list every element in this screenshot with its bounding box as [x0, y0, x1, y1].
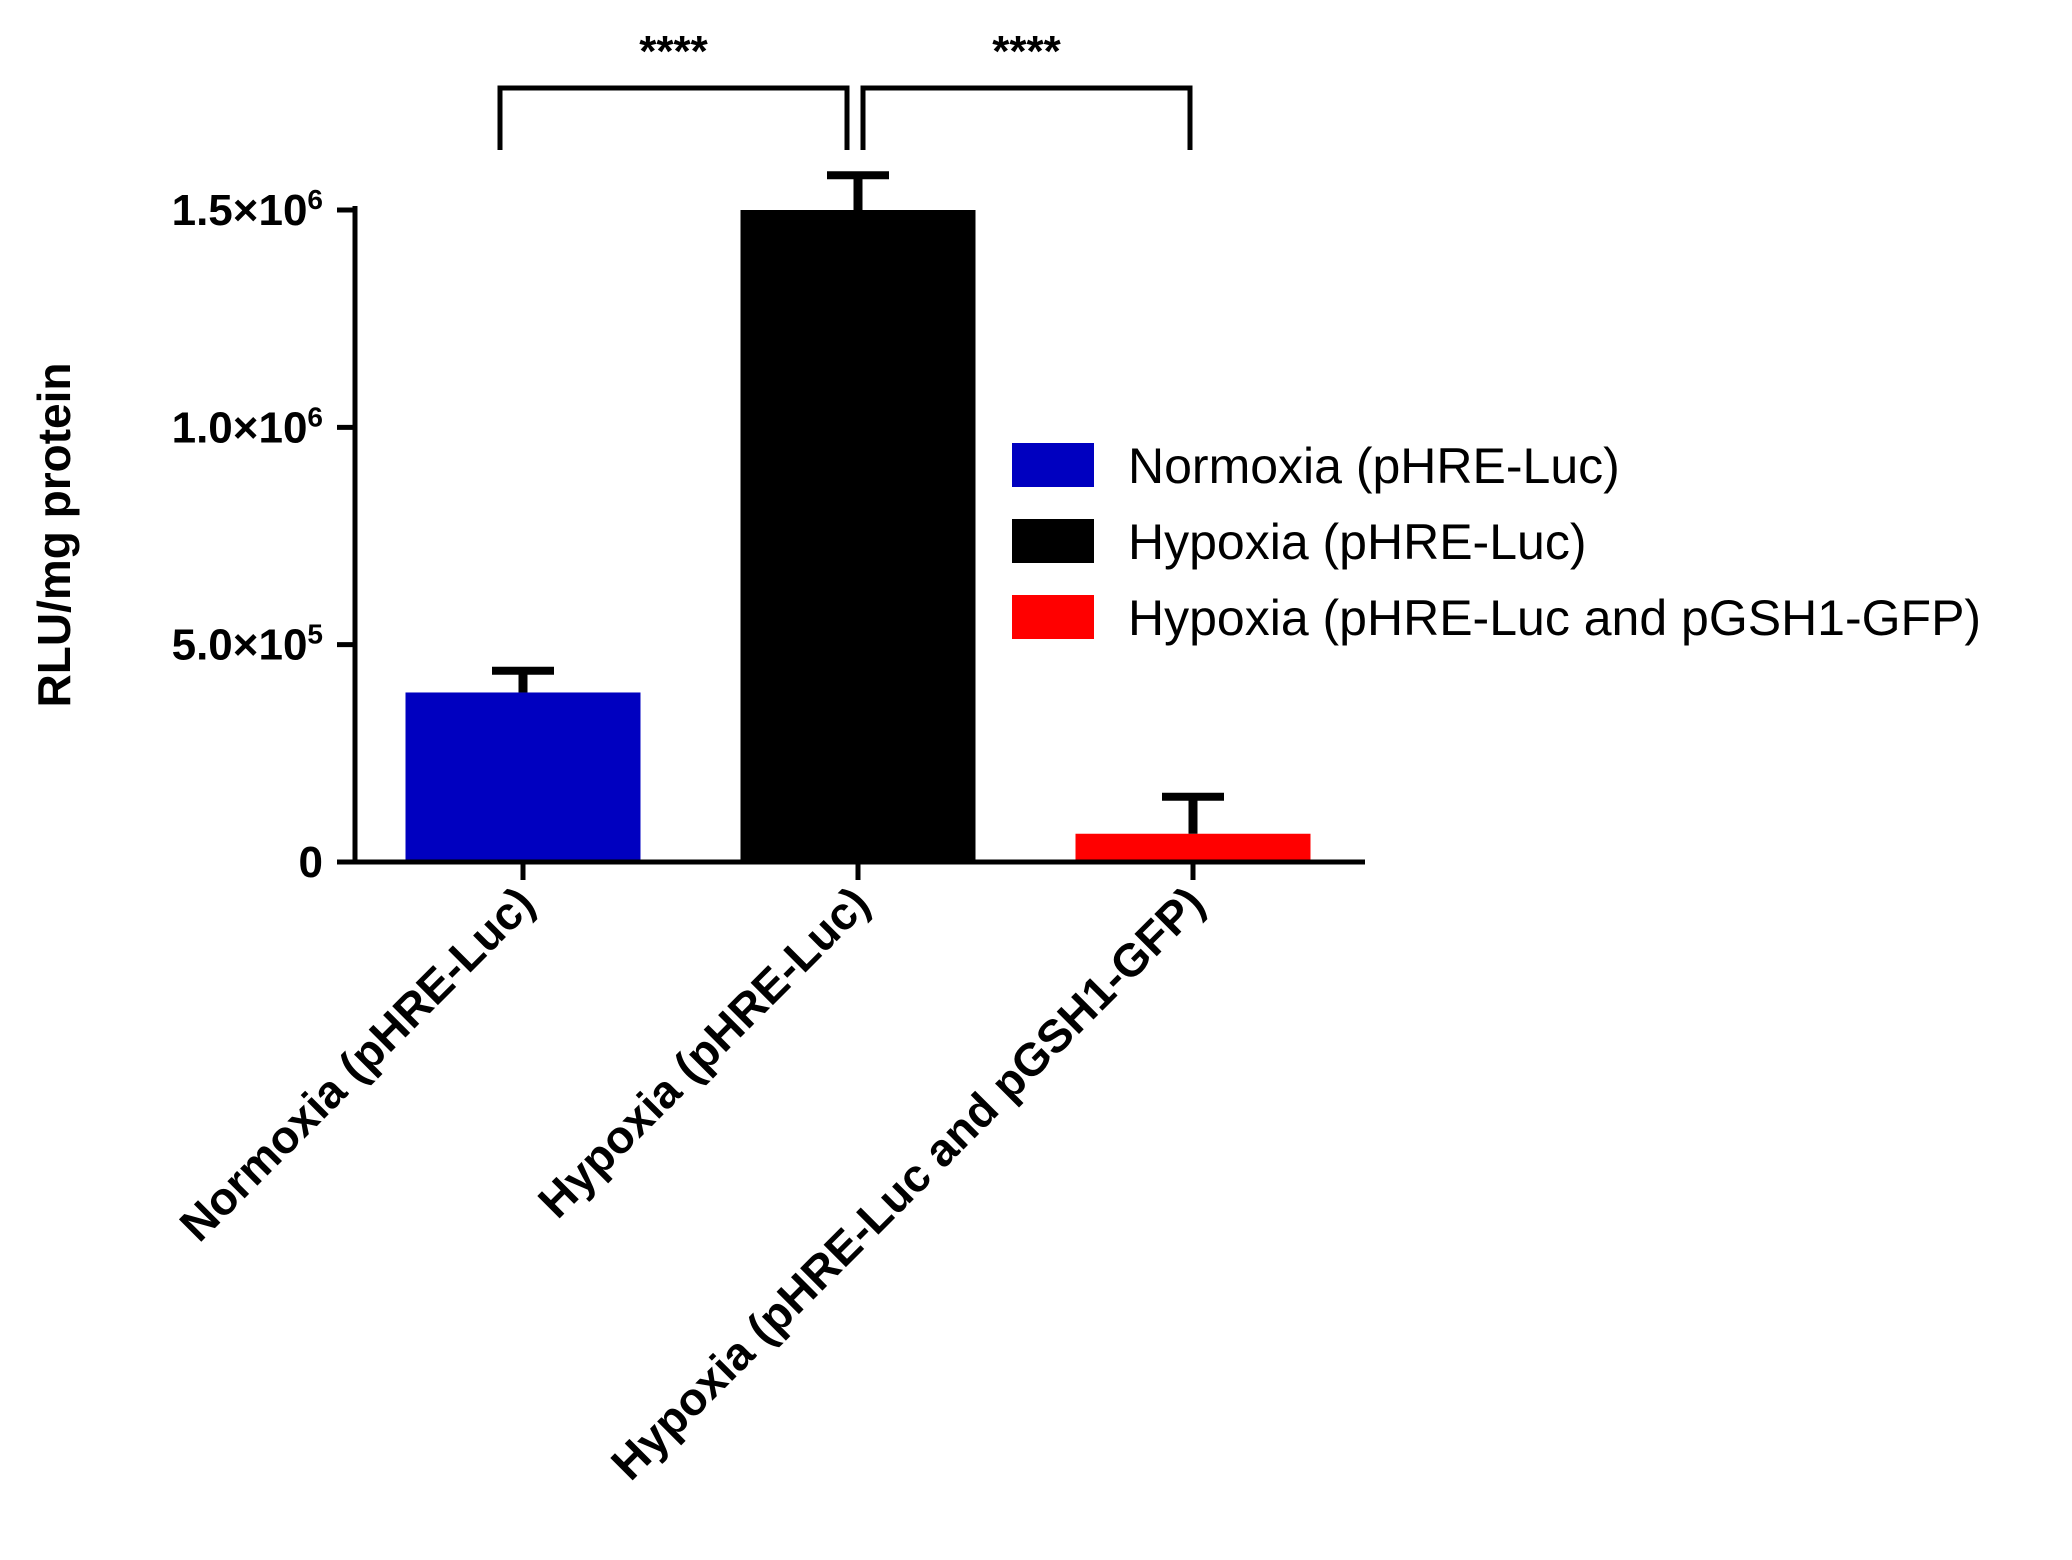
y-tick-label-4: 1.5×106 [172, 184, 323, 235]
legend: Normoxia (pHRE-Luc) Hypoxia (pHRE-Luc) Hyp… [1012, 438, 1981, 646]
bars-layer [405, 210, 1311, 862]
y-ticks-layer: 0 5.0×105 1.0×106 1.5×106 [172, 184, 355, 887]
y-axis-title: RLU/mg protein [28, 363, 80, 708]
x-tick-label-3: Hypoxia (pHRE-Luc and pGSH1-GFP) [601, 876, 1214, 1489]
legend-swatch-1 [1012, 443, 1094, 487]
bar-2 [740, 210, 976, 862]
y-tick-label-3: 1.0×106 [172, 401, 323, 452]
legend-swatch-3 [1012, 595, 1094, 639]
significance-label-2: **** [992, 27, 1061, 76]
significance-bracket-1 [497, 85, 850, 150]
bar-1 [405, 692, 641, 862]
x-tick-label-2: Hypoxia (pHRE-Luc) [528, 876, 879, 1227]
significance-layer: **** **** [497, 27, 1193, 150]
y-tick-label-1: 0 [299, 838, 323, 887]
legend-label-3: Hypoxia (pHRE-Luc and pGSH1-GFP) [1128, 590, 1981, 646]
legend-label-1: Normoxia (pHRE-Luc) [1128, 438, 1620, 494]
legend-swatch-2 [1012, 519, 1094, 563]
significance-label-1: **** [639, 27, 708, 76]
y-tick-label-2: 5.0×105 [172, 619, 323, 670]
bar-3 [1075, 833, 1311, 862]
significance-bracket-2 [860, 85, 1193, 150]
x-tick-label-1: Normoxia (pHRE-Luc) [169, 876, 544, 1251]
x-ticks-layer: Normoxia (pHRE-Luc)Hypoxia (pHRE-Luc)Hyp… [169, 862, 1214, 1490]
legend-label-2: Hypoxia (pHRE-Luc) [1128, 514, 1586, 570]
error-bars-layer [492, 171, 1224, 834]
